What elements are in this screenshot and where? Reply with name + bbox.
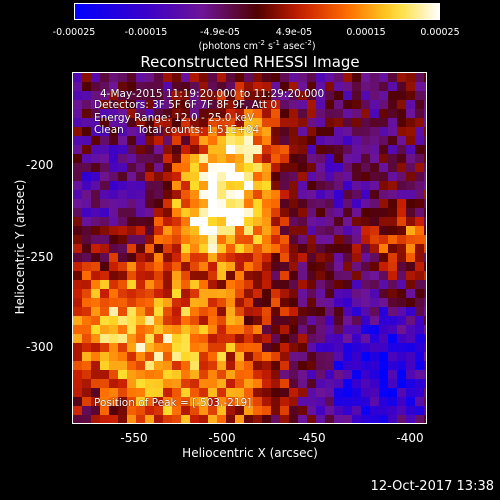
colorbar-tick: -0.00015	[124, 27, 168, 38]
colorbar-tick: 0.00015	[346, 27, 386, 38]
y-axis-label: Heliocentric Y (arcsec)	[13, 179, 27, 315]
x-tick-label: -450	[298, 431, 326, 445]
annotation-detectors: Detectors: 3F 5F 6F 7F 8F 9F, Att 0	[94, 99, 278, 111]
heatmap-image	[73, 73, 426, 423]
timestamp: 12-Oct-2017 13:38	[370, 479, 494, 494]
colorbar-tick: 0.00025	[420, 27, 460, 38]
image-title: Reconstructed RHESSI Image	[140, 53, 360, 71]
y-tick-label: -300	[26, 340, 54, 354]
x-axis-label: Heliocentric X (arcsec)	[182, 446, 318, 460]
annotation-time: 4-May-2015 11:19:20.000 to 11:29:20.000	[100, 88, 325, 100]
colorbar-tick: 4.9e-05	[275, 27, 313, 38]
colorbar-tick: -0.00025	[52, 27, 96, 38]
annotation-energy: Energy Range: 12.0 - 25.0 keV	[94, 112, 255, 124]
colorbar-units: (photons cm-2 s-1 asec-2)	[198, 39, 316, 53]
x-tick-label: -500	[208, 431, 236, 445]
annotation-peak: Position of Peak = [-503,-219]	[94, 397, 252, 409]
colorbar-tick: -4.9e-05	[200, 27, 240, 38]
annotation-clean: Clean Total counts: 1.51E+04	[94, 124, 260, 136]
x-tick-label: -400	[396, 431, 424, 445]
x-tick-label: -550	[120, 431, 148, 445]
colorbar	[74, 3, 440, 20]
y-tick-label: -200	[26, 158, 54, 172]
rhessi-image	[72, 72, 427, 424]
y-tick-label: -250	[26, 250, 54, 264]
